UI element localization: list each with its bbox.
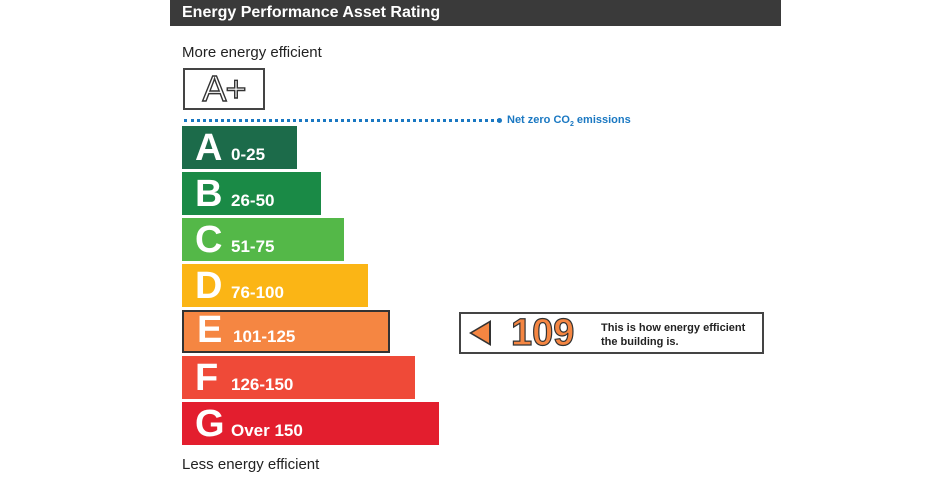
- band-range: 76-100: [231, 283, 284, 302]
- net-zero-subscript: 2: [569, 121, 574, 129]
- rating-description-line2: the building is.: [601, 336, 679, 348]
- band-letter: A: [195, 127, 223, 169]
- band-e: E 101-125: [182, 310, 390, 353]
- band-a-plus-label: A+: [202, 68, 247, 109]
- band-letter: C: [195, 219, 223, 261]
- rating-description: This is how energy efficient the buildin…: [601, 321, 745, 349]
- band-range: 51-75: [231, 237, 275, 256]
- band-letter: F: [195, 357, 219, 399]
- net-zero-label: Net zero CO2 emissions: [507, 114, 631, 128]
- band-f: F 126-150: [182, 356, 415, 399]
- band-letter: E: [197, 309, 223, 351]
- band-a-plus: A+: [183, 68, 265, 110]
- band-letter: D: [195, 265, 223, 307]
- band-a: A 0-25: [182, 126, 297, 169]
- net-zero-text: Net zero CO: [507, 114, 570, 126]
- less-efficient-caption: Less energy efficient: [182, 456, 320, 473]
- page-title: Energy Performance Asset Rating: [170, 0, 781, 26]
- band-letter: G: [195, 403, 225, 445]
- band-b: B 26-50: [182, 172, 321, 215]
- rating-score: 109: [510, 312, 575, 354]
- arrow-left-fill: [472, 323, 489, 343]
- band-range: 0-25: [231, 145, 266, 164]
- net-zero-dotted-line: [184, 119, 500, 122]
- net-zero-suffix: emissions: [573, 114, 631, 126]
- net-zero-line-end: [497, 118, 502, 123]
- rating-description-line1: This is how energy efficient: [601, 322, 746, 334]
- band-c: C 51-75: [182, 218, 344, 261]
- band-range: 26-50: [231, 191, 275, 210]
- band-range: 101-125: [233, 327, 296, 346]
- band-range: Over 150: [231, 421, 303, 440]
- band-d: D 76-100: [182, 264, 368, 307]
- band-g: G Over 150: [182, 402, 439, 445]
- band-range: 126-150: [231, 375, 294, 394]
- rating-indicator: 109 This is how energy efficient the bui…: [459, 312, 764, 354]
- more-efficient-caption: More energy efficient: [182, 44, 322, 61]
- band-letter: B: [195, 173, 223, 215]
